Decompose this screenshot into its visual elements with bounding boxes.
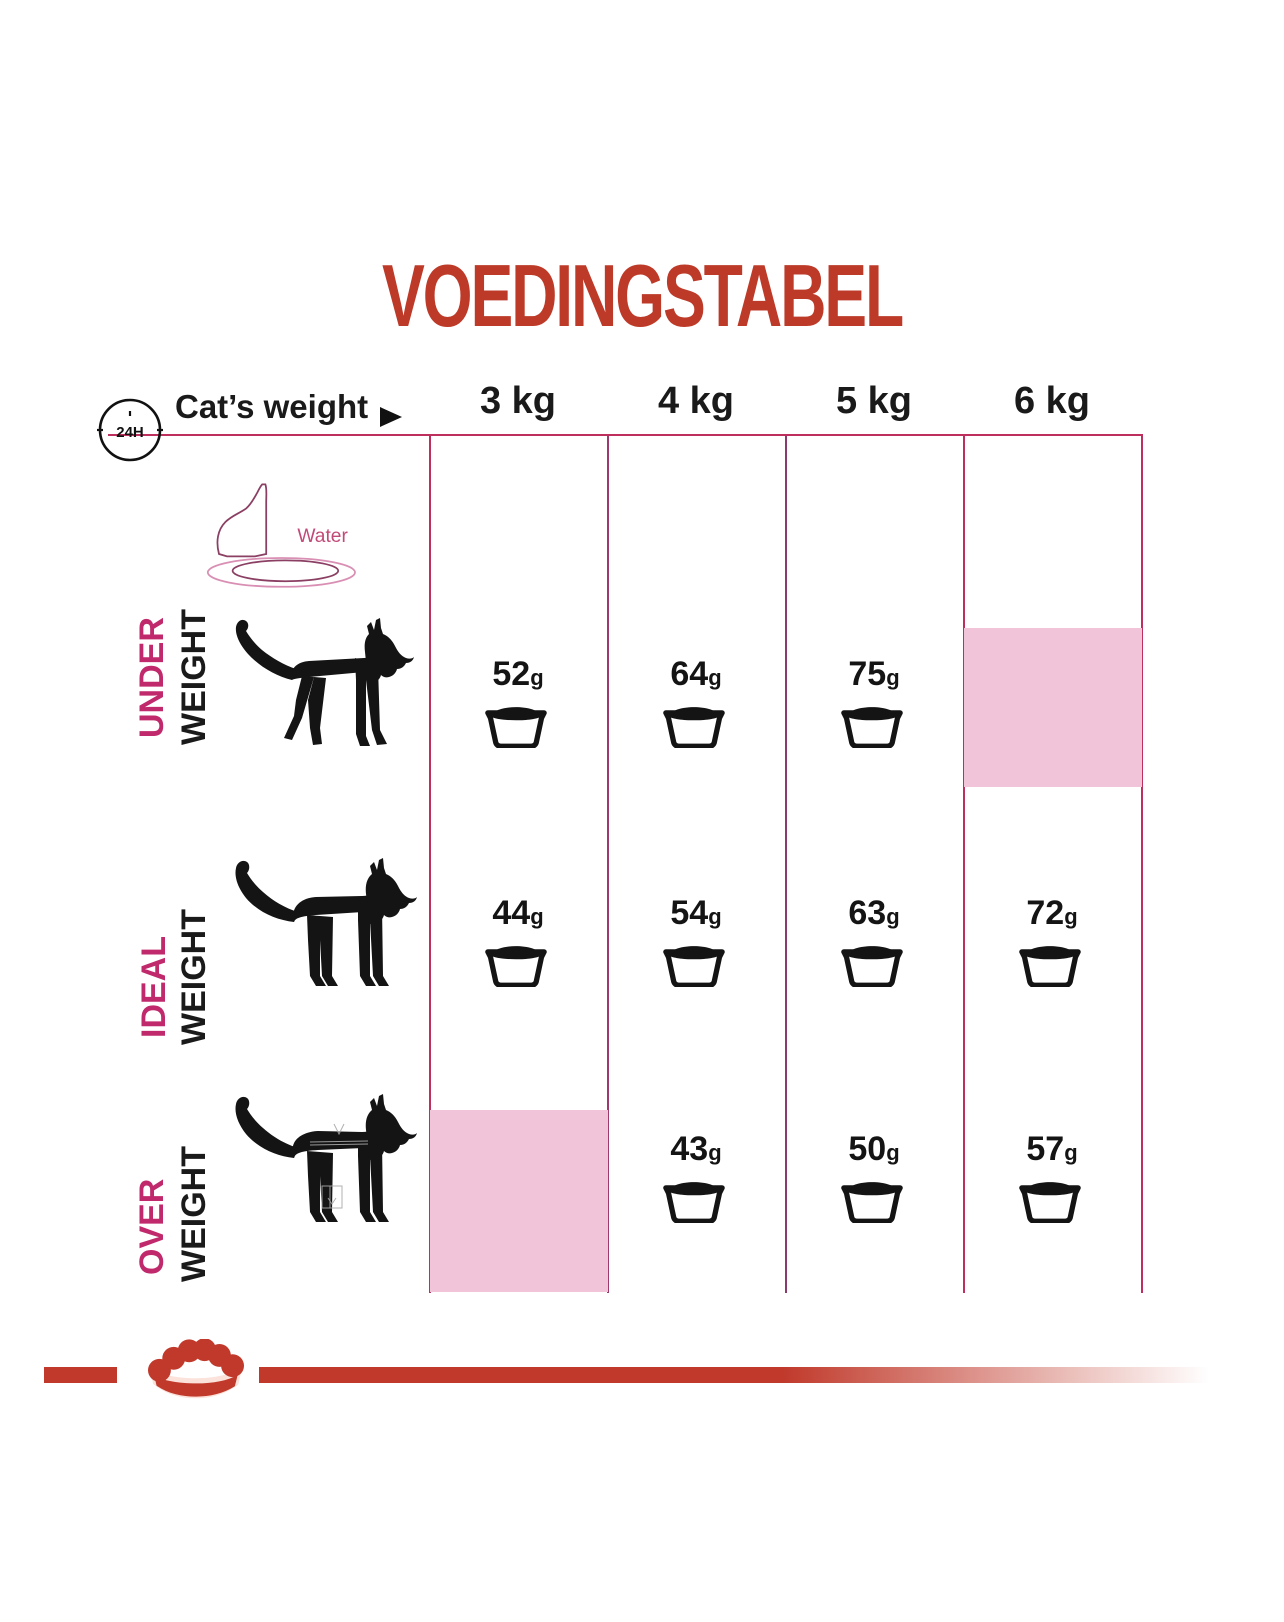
svg-text:Water: Water [297,526,348,547]
svg-text:24H: 24H [116,424,144,441]
